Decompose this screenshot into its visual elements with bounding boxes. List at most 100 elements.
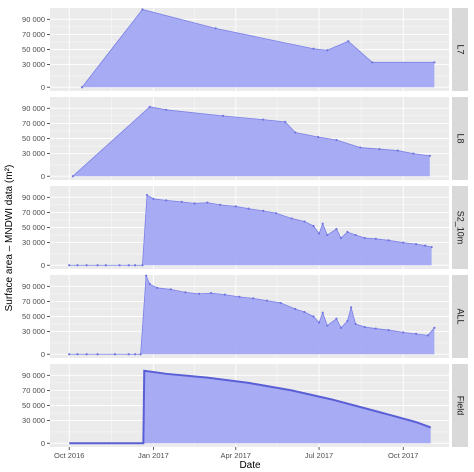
line-l8 [72,106,430,177]
y-tick-label: 50 000 [22,312,45,321]
area-s2_10m [69,195,432,266]
data-point [335,317,338,320]
area-l7 [82,9,435,88]
data-point [326,233,329,237]
data-point [346,319,349,323]
x-axis: Oct 2016 Jan 2017 Apr 2017 Jul 2017 Oct 2017 [54,447,418,460]
data-point [312,315,315,318]
data-point [68,264,71,267]
y-tick-label: 30 000 [22,416,45,425]
y-tick-label: 0 [41,350,45,359]
y-tick-label: 0 [41,172,45,181]
x-tick-label: Apr 2017 [221,451,251,460]
x-axis-title: Date [239,460,261,471]
data-point [141,264,144,267]
y-tick-label: 50 000 [22,134,45,143]
data-point [279,301,282,305]
y-tick-label: 90 000 [22,104,45,113]
panel-all: 0 30 000 50 000 70 000 90 000 ALL [22,274,468,359]
data-point [378,147,381,151]
data-point [346,230,349,234]
y-tick-label: 90 000 [22,282,45,291]
data-point [127,264,130,267]
data-point [363,236,366,240]
data-point [339,326,343,329]
y-tick-label: 0 [41,439,45,448]
data-point [312,47,315,50]
line-l7 [81,9,435,88]
y-tick-label: 70 000 [22,386,45,395]
data-point [68,353,71,356]
y-tick-label: 50 000 [22,401,45,410]
panel-field: 0 30 000 50 000 70 000 90 000 Field [22,364,468,448]
strip-background [452,186,468,269]
data-point [354,322,357,326]
strip-background [452,275,468,358]
data-point [76,353,79,356]
data-point [165,108,168,111]
data-point [335,227,338,231]
y-tick-label: 70 000 [22,119,45,128]
data-point [145,193,149,197]
data-point [402,241,405,244]
data-point [169,288,172,291]
area-field [69,370,431,444]
data-point [221,114,225,117]
data-point [363,325,366,329]
data-point [262,118,265,121]
y-tick-label: 0 [41,83,45,92]
data-point [326,324,329,327]
area-l8 [72,106,430,177]
data-point [234,205,237,208]
data-point [396,149,399,152]
data-point [198,292,201,295]
strip-label-all: ALL [456,308,466,324]
data-point [184,291,187,294]
x-tick-label: Oct 2017 [388,451,418,460]
data-point [317,321,321,324]
data-point [290,217,293,220]
data-point [96,264,99,267]
panel-s2_10m: 0 30 000 50 000 70 000 90 000 S2_10m [22,186,468,270]
data-point [85,353,88,356]
data-point [354,233,357,237]
strip-background [452,97,468,180]
y-tick-label: 30 000 [22,327,45,336]
y-tick-label: 0 [41,261,45,270]
data-point [148,105,151,108]
data-point [387,328,390,332]
data-point [326,49,329,52]
data-point [317,135,320,139]
strip-label-s2_10m: S2_10m [456,211,466,245]
data-point [209,292,213,295]
data-point [321,311,324,314]
data-point [433,326,436,329]
data-point [274,212,278,215]
data-point [193,202,196,205]
data-point [252,297,255,300]
data-point [374,327,377,330]
data-point [206,201,209,204]
strip-background [452,364,468,447]
data-point [113,353,117,356]
x-tick-label: Jan 2017 [138,451,169,460]
data-point [412,152,415,155]
data-point [238,295,241,298]
data-point [317,232,321,235]
data-point [155,286,159,289]
data-point [165,199,168,202]
data-point [339,236,343,240]
data-point [85,264,88,267]
panels: 0 30 000 50 000 70 000 90 000 L7 0 30 000 50 000… [22,8,468,448]
line-field [69,369,432,445]
data-point [294,131,297,134]
y-tick-label: 50 000 [22,223,45,232]
strip-label-l7: L7 [456,44,466,54]
strip-label-field: Field [456,396,466,416]
data-point [139,353,142,356]
y-tick-label: 90 000 [22,371,45,380]
panel-l8: 0 30 000 50 000 70 000 90 000 L8 [22,97,468,181]
data-point [414,243,418,246]
x-tick-label: Jul 2017 [305,451,333,460]
